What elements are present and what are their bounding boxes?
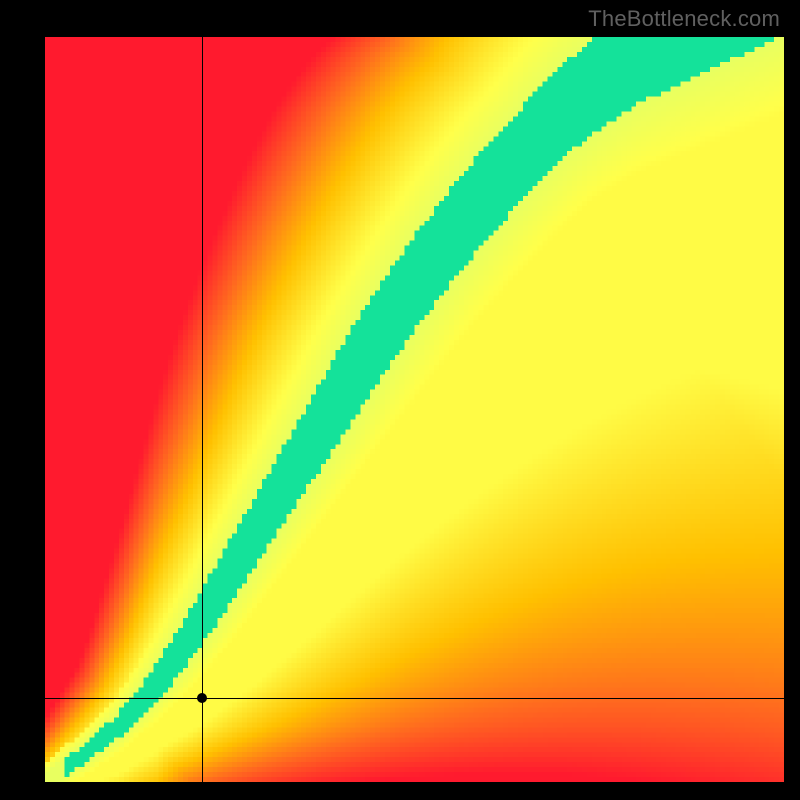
- watermark-text: TheBottleneck.com: [588, 6, 780, 32]
- crosshair-vertical: [202, 37, 203, 782]
- bottleneck-heatmap: [45, 37, 784, 782]
- crosshair-horizontal: [45, 698, 784, 699]
- chart-container: TheBottleneck.com: [0, 0, 800, 800]
